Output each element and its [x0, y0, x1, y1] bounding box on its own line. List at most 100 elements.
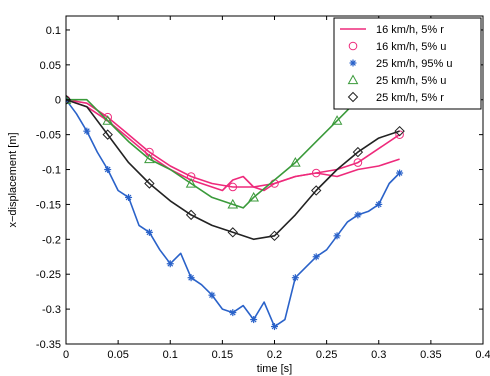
y-axis-label: x−displacement [m] — [7, 132, 19, 227]
data-point-1 — [228, 182, 238, 192]
star-mark-stroke — [83, 128, 90, 135]
x-tick-label: 0.3 — [371, 349, 386, 361]
data-point-2 — [125, 193, 133, 201]
data-point-1 — [353, 158, 363, 167]
data-point-4 — [227, 227, 239, 238]
legend-entry-1: 16 km/h, 5% u — [348, 41, 446, 53]
star-mark-stroke — [146, 229, 153, 236]
data-point-3 — [185, 177, 197, 188]
star-mark-stroke — [125, 194, 132, 201]
data-point-2 — [333, 232, 341, 240]
data-point-2 — [375, 200, 383, 208]
data-point-2 — [271, 323, 278, 331]
series-line-2 — [66, 99, 401, 328]
data-point-2 — [354, 211, 362, 219]
y-tick-label: -0.3 — [42, 304, 61, 316]
x-tick-label: 0.1 — [163, 349, 178, 361]
data-point-3 — [248, 191, 259, 202]
series-1 — [66, 95, 404, 192]
legend-label: 16 km/h, 5% r — [376, 24, 444, 36]
data-point-3 — [144, 153, 155, 164]
y-tick-label: 0 — [55, 95, 61, 107]
data-point-4 — [102, 129, 113, 140]
data-point-3 — [102, 115, 114, 125]
legend-entry-4: 25 km/h, 5% r — [347, 91, 444, 104]
legend-marker — [348, 41, 358, 51]
x-tick-label: 0.15 — [212, 349, 233, 361]
legend-entry-2: 25 km/h, 95% u — [349, 58, 452, 70]
series-line-4 — [66, 98, 400, 241]
x-tick-label: 0.2 — [267, 349, 282, 361]
star-mark-stroke — [292, 274, 299, 281]
data-point-1 — [395, 130, 404, 139]
star-mark-stroke — [271, 323, 278, 330]
data-point-2 — [312, 253, 320, 261]
y-tick-label: -0.05 — [36, 130, 61, 142]
star-mark-stroke — [313, 253, 320, 260]
x-axis-label: time [s] — [257, 363, 292, 375]
legend-box — [333, 17, 482, 110]
y-tick-label: -0.1 — [42, 165, 61, 177]
data-point-2 — [83, 127, 91, 135]
x-tick-label: 0.35 — [420, 349, 441, 361]
y-tick-label: -0.15 — [36, 199, 61, 211]
legend-marker — [347, 91, 359, 103]
star-mark-stroke — [188, 274, 194, 281]
data-point-4 — [144, 178, 155, 189]
legend: 16 km/h, 5% r 16 km/h, 5% u 25 km/h, 95% u… — [333, 17, 482, 110]
data-point-1 — [145, 147, 154, 157]
x-tick-label: 0 — [63, 349, 69, 361]
data-point-2 — [187, 274, 195, 282]
star-mark-stroke — [355, 212, 361, 218]
plot-area — [66, 43, 405, 331]
star-mark-stroke — [229, 309, 236, 316]
data-point-4 — [185, 209, 197, 221]
series-line-3 — [66, 43, 401, 209]
data-point-2 — [396, 169, 404, 177]
legend-marker — [349, 59, 357, 67]
series-line-1 — [66, 98, 401, 188]
data-point-2 — [250, 316, 258, 324]
data-point-4 — [66, 94, 72, 105]
star-mark-stroke — [104, 166, 111, 173]
axes: 0 0.05 0.1 0.15 0.2 0.25 0.3 0.35 0.40.10.050-0.… — [36, 15, 490, 361]
legend-label: 25 km/h, 5% r — [376, 92, 444, 104]
y-tick-label: -0.35 — [36, 339, 61, 351]
data-point-2 — [145, 228, 153, 236]
star-mark-stroke — [334, 232, 340, 239]
data-point-2 — [166, 260, 174, 268]
data-point-4 — [310, 185, 322, 196]
series-4 — [66, 94, 405, 242]
series-0 — [66, 98, 400, 192]
series-line-0 — [66, 98, 400, 192]
data-point-2 — [104, 166, 112, 174]
data-point-4 — [394, 125, 405, 137]
legend-entry-0: 16 km/h, 5% r — [340, 24, 444, 36]
y-tick-label: -0.2 — [42, 234, 61, 246]
legend-label: 16 km/h, 5% u — [376, 41, 446, 53]
data-point-4 — [269, 230, 280, 242]
y-tick-label: 0.05 — [40, 60, 61, 72]
star-mark-stroke — [209, 292, 215, 299]
x-tick-label: 0.05 — [107, 349, 128, 361]
star-mark-stroke — [396, 170, 403, 176]
star-mark-stroke — [250, 316, 257, 323]
data-point-3 — [227, 198, 239, 209]
data-point-2 — [291, 274, 299, 282]
data-point-3 — [331, 115, 343, 125]
legend-label: 25 km/h, 95% u — [376, 58, 452, 70]
y-tick-label: 0.1 — [46, 25, 61, 37]
y-tick-label: -0.25 — [36, 269, 61, 281]
data-point-1 — [186, 172, 196, 181]
star-mark-stroke — [350, 60, 356, 66]
legend-marker — [347, 74, 359, 85]
data-point-2 — [229, 309, 237, 317]
data-point-1 — [311, 168, 321, 178]
star-mark-stroke — [66, 98, 69, 103]
data-point-3 — [290, 157, 301, 167]
star-mark-stroke — [167, 260, 174, 267]
data-point-2 — [208, 291, 216, 299]
star-mark-stroke — [375, 201, 382, 208]
x-tick-label: 0.4 — [475, 349, 490, 361]
